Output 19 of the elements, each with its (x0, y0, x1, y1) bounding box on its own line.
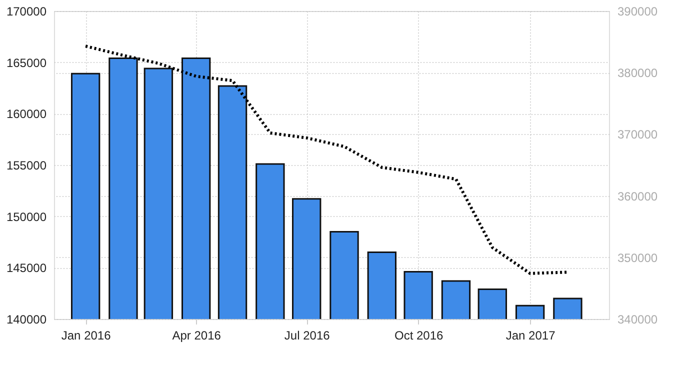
y-tick-label: 145000 (6, 261, 47, 276)
x-tick-label: Jan 2016 (61, 328, 112, 342)
y-tick-label: 150000 (6, 210, 47, 224)
y-tick-label: 155000 (6, 158, 47, 172)
y2-tick-label: 390000 (618, 4, 658, 18)
x-tick-label: Jan 2017 (506, 328, 556, 342)
x-tick-label: Jul 2016 (284, 328, 330, 342)
y2-tick-label: 370000 (618, 128, 658, 142)
x-tick-label: Oct 2016 (394, 328, 444, 342)
y-tick-label: 170000 (6, 4, 47, 18)
y2-tick-label: 360000 (618, 189, 658, 204)
x-tick-label: Apr 2016 (172, 328, 222, 342)
y-tick-label: 165000 (6, 56, 47, 70)
y-tick-label: 160000 (6, 107, 47, 122)
y2-tick-label: 350000 (618, 250, 658, 265)
y-tick-label: 140000 (6, 312, 47, 326)
line-series (84, 44, 570, 275)
y2-tick-label: 380000 (618, 66, 658, 80)
y2-tick-label: 340000 (618, 312, 658, 326)
